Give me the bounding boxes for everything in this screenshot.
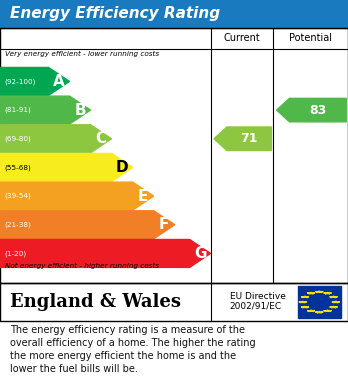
Text: (92-100): (92-100) <box>4 78 35 85</box>
Polygon shape <box>0 154 133 181</box>
Polygon shape <box>214 127 271 151</box>
Polygon shape <box>330 307 338 308</box>
Text: EU Directive
2002/91/EC: EU Directive 2002/91/EC <box>230 292 286 311</box>
Text: A: A <box>53 74 65 89</box>
Text: C: C <box>96 131 107 146</box>
Polygon shape <box>315 291 323 292</box>
Polygon shape <box>299 301 307 303</box>
Text: 83: 83 <box>309 104 326 117</box>
Text: (69-80): (69-80) <box>4 136 31 142</box>
Polygon shape <box>301 296 309 298</box>
Text: England & Wales: England & Wales <box>10 293 181 311</box>
Polygon shape <box>0 68 70 95</box>
Text: F: F <box>159 217 169 232</box>
Bar <box>298 286 341 318</box>
Polygon shape <box>277 98 346 122</box>
Text: (21-38): (21-38) <box>4 222 31 228</box>
Text: (1-20): (1-20) <box>4 250 26 256</box>
Polygon shape <box>324 310 332 312</box>
Polygon shape <box>0 182 154 210</box>
Polygon shape <box>324 292 332 294</box>
Polygon shape <box>307 292 315 294</box>
Polygon shape <box>0 239 211 267</box>
Text: E: E <box>138 188 149 204</box>
Polygon shape <box>315 312 323 313</box>
Text: G: G <box>194 246 206 261</box>
Text: (81-91): (81-91) <box>4 107 31 113</box>
Text: Energy Efficiency Rating: Energy Efficiency Rating <box>10 6 221 21</box>
Polygon shape <box>332 301 340 303</box>
Text: D: D <box>116 160 128 175</box>
Text: (39-54): (39-54) <box>4 193 31 199</box>
Text: Potential: Potential <box>289 33 332 43</box>
Text: B: B <box>74 102 86 118</box>
Polygon shape <box>330 296 338 298</box>
Text: Very energy efficient - lower running costs: Very energy efficient - lower running co… <box>5 51 159 57</box>
Polygon shape <box>0 96 90 124</box>
Text: The energy efficiency rating is a measure of the
overall efficiency of a home. T: The energy efficiency rating is a measur… <box>10 325 256 374</box>
Polygon shape <box>307 310 315 312</box>
Polygon shape <box>0 211 175 239</box>
Text: (55-68): (55-68) <box>4 164 31 171</box>
Polygon shape <box>301 307 309 308</box>
Text: Current: Current <box>223 33 260 43</box>
Text: 71: 71 <box>240 132 258 145</box>
Polygon shape <box>0 125 112 153</box>
Text: Not energy efficient - higher running costs: Not energy efficient - higher running co… <box>5 263 159 269</box>
